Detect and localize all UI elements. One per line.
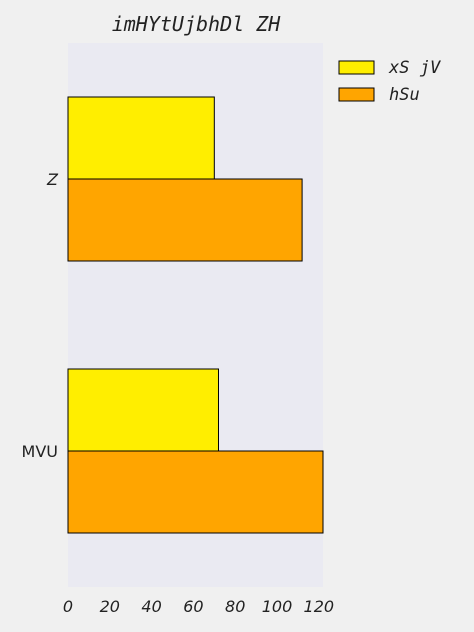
bar-z-series-0 [67, 96, 215, 180]
x-tick-label: 40 [141, 597, 161, 616]
x-tick-labels: 0 20 40 60 80 100 120 [63, 597, 334, 616]
chart-title: imHYtUjbhDl ZH [112, 12, 282, 36]
y-tick-labels: Z MVU [22, 170, 60, 461]
legend-label: xS jV [388, 58, 441, 78]
legend-swatch [338, 87, 375, 102]
bar-mvu-series-0 [67, 368, 219, 452]
bar-z-series-1 [67, 178, 303, 262]
x-tick-label: 80 [225, 597, 245, 616]
y-tick-label: MVU [22, 442, 58, 461]
x-tick-label: 60 [183, 597, 203, 616]
y-tick-label: Z [46, 170, 59, 189]
x-tick-label: 0 [63, 597, 73, 616]
legend: xS jV hSu [338, 58, 441, 105]
x-tick-label: 20 [100, 597, 120, 616]
legend-label: hSu [389, 85, 420, 105]
bar-mvu-series-1 [67, 450, 324, 534]
legend-swatch [338, 60, 375, 75]
x-tick-label: 100 [262, 597, 293, 616]
bars-layer [67, 96, 324, 534]
x-tick-label: 120 [304, 597, 335, 616]
